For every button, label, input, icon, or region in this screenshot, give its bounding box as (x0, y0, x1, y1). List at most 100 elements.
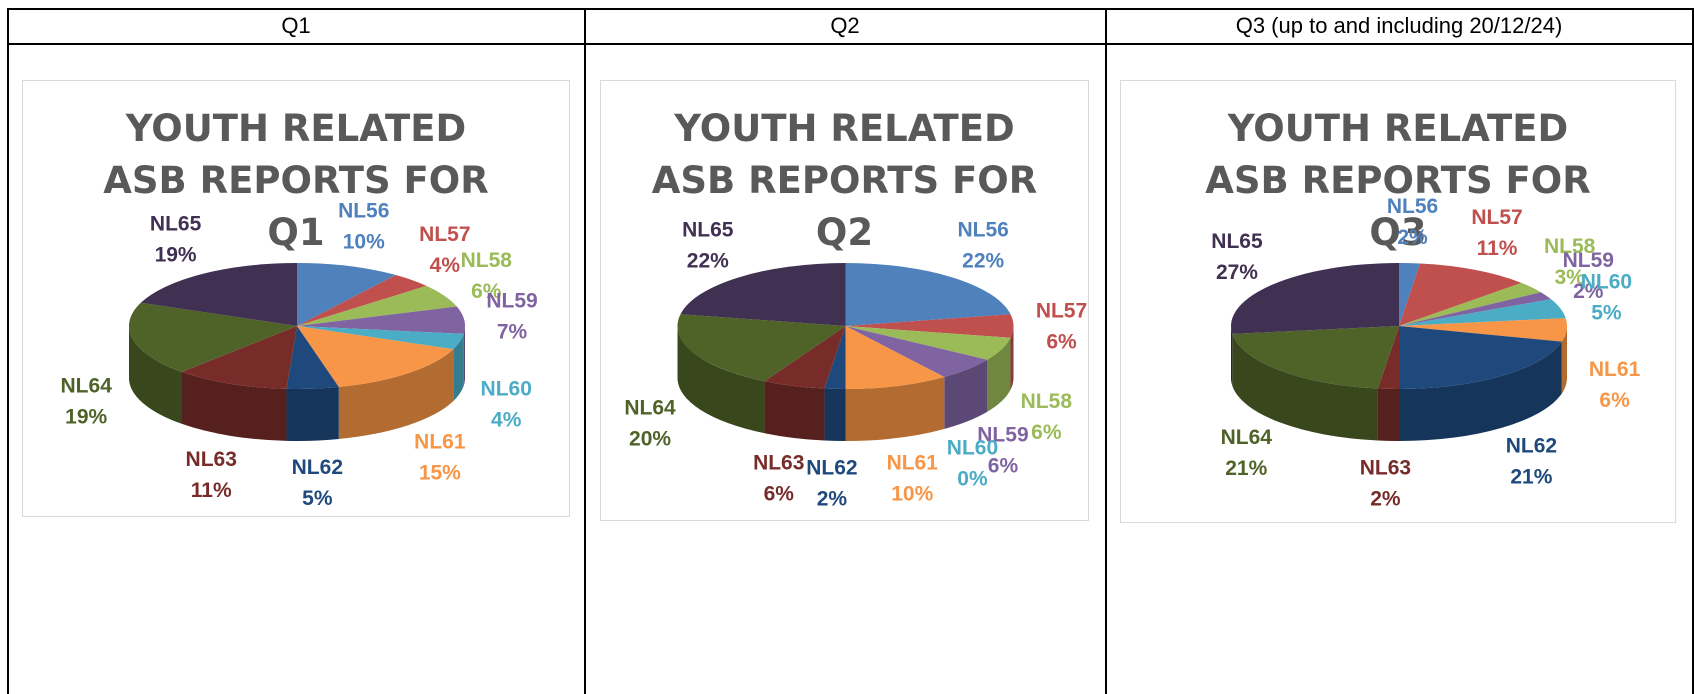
slice-category-label: NL62 (806, 456, 857, 479)
chart-title: YOUTH RELATED ASB REPORTS FOR Q1 (103, 107, 489, 254)
slice-value-label: 27% (1216, 261, 1258, 284)
pie-slice-side (764, 381, 825, 441)
pie-slice-side (824, 388, 846, 441)
pie-slice-side (1561, 326, 1567, 394)
pie-slice (764, 326, 846, 389)
slice-value-label: 5% (302, 487, 333, 510)
slice-category-label: NL58 (461, 249, 513, 272)
slice-category-label: NL56 (958, 219, 1009, 242)
pie-slice-side (463, 326, 465, 386)
pie-slice (1399, 299, 1566, 326)
pie-slice-side (453, 333, 464, 402)
table-border (8, 8, 1694, 10)
slice-value-label: 21% (1225, 457, 1267, 480)
slice-value-label: 6% (1046, 331, 1077, 354)
table-border (7, 8, 9, 694)
pie-slice (1399, 263, 1522, 326)
pie-slice (1399, 292, 1552, 326)
pie-slice (286, 326, 339, 389)
pie-slice (297, 275, 427, 326)
slice-category-label: NL60 (481, 378, 532, 401)
slice-category-label: NL65 (1211, 230, 1263, 253)
pie-slice (129, 302, 297, 372)
pie-slice-side (944, 359, 988, 429)
pie-slice-side (129, 326, 182, 424)
pie-slice (845, 326, 1011, 360)
pie-slice (297, 285, 457, 326)
slice-value-label: 7% (497, 321, 528, 344)
chart-title: YOUTH RELATED ASB REPORTS FOR Q2 (651, 107, 1038, 254)
pie-slice (1232, 326, 1399, 389)
pie-slice (1399, 263, 1421, 326)
slice-value-label: 2% (817, 487, 848, 510)
slice-value-label: 10% (343, 231, 385, 254)
pie-slice-side (1010, 326, 1014, 390)
slice-value-label: 15% (419, 461, 461, 484)
table-border (1692, 8, 1694, 694)
slice-category-label: NL62 (1506, 435, 1557, 458)
slice-category-label: NL56 (1387, 195, 1438, 218)
slice-value-label: 6% (1031, 421, 1062, 444)
slice-value-label: 22% (962, 250, 1004, 273)
slice-category-label: NL64 (1221, 426, 1273, 449)
slice-value-label: 3% (1554, 266, 1585, 289)
pie-slice-side (1399, 341, 1562, 441)
pie-chart: NL5622%NL576%NL586%NL596%NL600%NL6110%NL… (624, 219, 1087, 511)
chart: YOUTH RELATED ASB REPORTS FOR Q3 NL56 2% NL… (1120, 80, 1676, 523)
slice-category-label: NL57 (419, 223, 470, 246)
pie-slice (297, 326, 464, 350)
pie-slice (297, 263, 396, 326)
pie-slice (824, 326, 846, 389)
pie-slice (845, 326, 988, 377)
column-header: Q1 (281, 13, 311, 38)
slice-category-label: NL57 (1471, 206, 1522, 229)
pie-slice (1399, 326, 1562, 389)
pie-slice-side (286, 387, 339, 441)
pie-slice (1399, 282, 1541, 326)
chart-title: YOUTH RELATED ASB REPORTS FOR Q3 (1205, 107, 1591, 254)
slice-category-label: NL58 (1021, 390, 1073, 413)
slice-category-label: NL59 (977, 423, 1028, 446)
slice-category-label: NL60 (947, 436, 998, 459)
chart: YOUTH RELATED ASB REPORTS FOR Q1 NL56 10% N… (22, 80, 570, 517)
pie-slice (680, 263, 846, 326)
column-header: Q3 (up to and including 20/12/24) (1235, 13, 1563, 38)
slice-category-label: NL63 (753, 451, 804, 474)
slice-category-label: NL57 (1036, 300, 1087, 323)
pie-slice (677, 314, 846, 382)
slice-category-label: NL60 (1581, 270, 1632, 293)
slice-value-label: 2% (1573, 280, 1604, 303)
slice-value-label: 11% (1477, 237, 1518, 260)
pie-slice (297, 306, 465, 334)
slice-category-label: NL62 (292, 456, 343, 479)
pie-slice (297, 326, 454, 388)
pie-slice-side (845, 376, 945, 441)
chart: YOUTH RELATED ASB REPORTS FOR Q2 NL56 22% N… (600, 80, 1089, 521)
pie-slice-side (1231, 326, 1233, 386)
pie-slice-side (338, 349, 454, 440)
slice-category-label: NL64 (624, 396, 676, 419)
slice-value-label: 19% (65, 405, 107, 428)
slice-value-label: 22% (687, 250, 729, 273)
slice-value-label: 6% (1599, 389, 1630, 412)
pie-slice (845, 326, 945, 389)
slice-category-label: NL63 (1360, 456, 1411, 479)
column-header: Q2 (830, 13, 860, 38)
slice-value-label: 6% (764, 482, 795, 505)
slice-value-label: 4% (491, 409, 522, 432)
pie-slice-side (181, 371, 287, 441)
pie-slice (1231, 263, 1399, 334)
pie-slice-side (1377, 388, 1399, 441)
slice-value-label: 10% (891, 482, 933, 505)
pie-slice (1399, 318, 1567, 342)
slice-category-label: NL64 (61, 374, 113, 397)
pie-slice (181, 326, 297, 389)
slice-value-label: 6% (471, 280, 502, 303)
slice-category-label: NL65 (682, 219, 734, 242)
slice-value-label: 20% (629, 427, 671, 450)
table-border (8, 43, 1694, 45)
table-border (584, 8, 586, 694)
slice-category-label: NL61 (887, 451, 939, 474)
slice-value-label: 4% (430, 254, 461, 277)
